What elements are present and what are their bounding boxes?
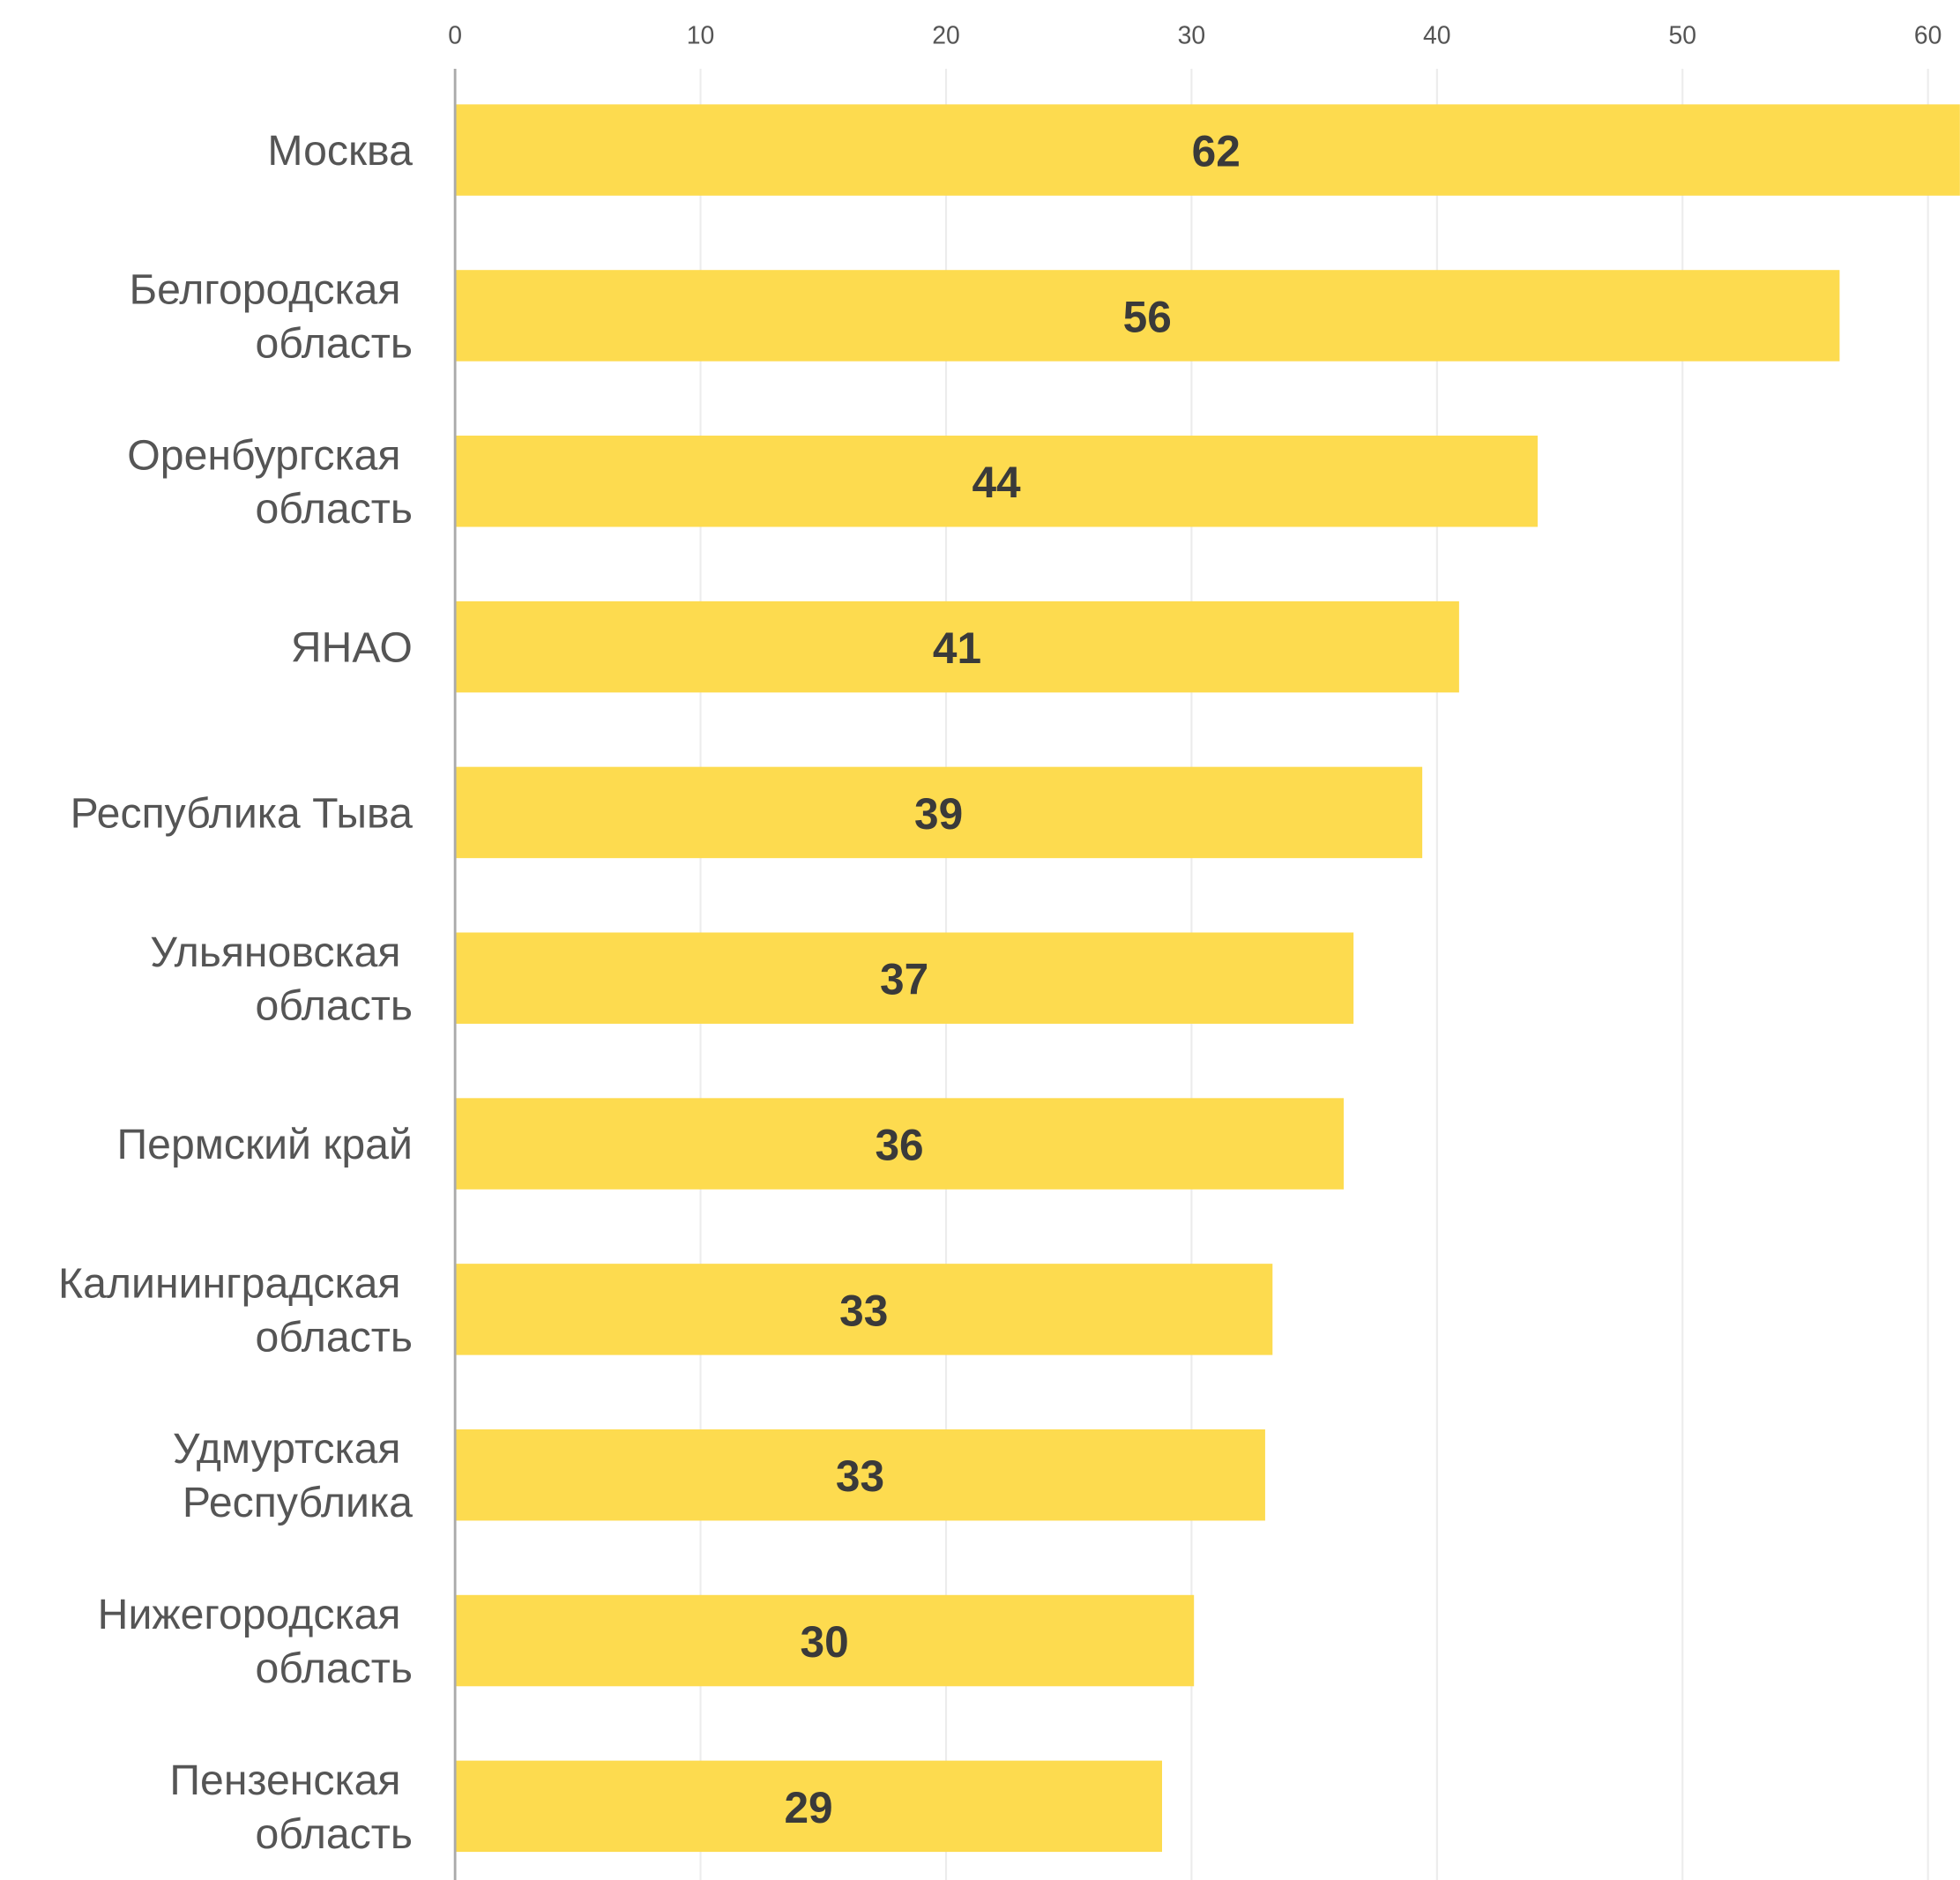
bar xyxy=(455,1098,1345,1190)
x-tick-label: 30 xyxy=(1178,22,1206,50)
label-line: Ульяновская xyxy=(150,929,413,976)
y-tick-label: Пензенская область xyxy=(169,1757,413,1858)
y-tick-label: Удмуртская Республика xyxy=(173,1425,413,1526)
y-tick-label: Пермский край xyxy=(117,1121,413,1168)
bar xyxy=(455,1594,1195,1687)
label-line: область xyxy=(256,319,413,367)
y-tick-label: Республика Тыва xyxy=(71,789,413,837)
bar xyxy=(455,1760,1162,1853)
x-tick-label: 60 xyxy=(1914,22,1942,50)
value-label: 30 xyxy=(801,1617,849,1667)
label-line: ЯНАО xyxy=(291,624,413,672)
value-label: 41 xyxy=(933,623,981,673)
label-line: Белгородская xyxy=(129,265,412,313)
value-label: 39 xyxy=(914,789,963,839)
value-label: 44 xyxy=(972,458,1021,507)
label-line: Республика Тыва xyxy=(71,789,413,837)
bar xyxy=(455,270,1840,362)
label-line: Нижегородская xyxy=(98,1591,413,1638)
bar xyxy=(455,104,1960,196)
label-line: Пензенская xyxy=(169,1757,413,1804)
value-label: 36 xyxy=(875,1120,923,1169)
y-tick-label: Москва xyxy=(267,127,413,175)
labels: 0 10 20 30 40 50 60 62 Москва 56 Белгородская обла… xyxy=(58,22,1941,1858)
value-label: 33 xyxy=(839,1286,888,1335)
bar xyxy=(455,766,1423,859)
y-tick-label: ЯНАО xyxy=(291,624,413,672)
bar xyxy=(455,601,1459,693)
label-line: область xyxy=(256,1645,413,1692)
x-tick-label: 20 xyxy=(932,22,960,50)
label-line: Республика xyxy=(183,1479,413,1526)
bar xyxy=(455,436,1538,527)
value-label: 62 xyxy=(1192,127,1241,176)
value-label: 37 xyxy=(880,955,928,1004)
y-tick-label: Ульяновская область xyxy=(150,929,413,1030)
label-line: область xyxy=(256,485,413,533)
y-tick-label: Нижегородская область xyxy=(98,1591,413,1692)
label-line: Москва xyxy=(267,127,413,175)
label-line: Калининградская xyxy=(58,1259,413,1307)
label-line: область xyxy=(256,982,413,1030)
y-tick-label: Белгородская область xyxy=(129,265,412,367)
x-tick-label: 0 xyxy=(448,22,462,50)
y-tick-label: Калининградская область xyxy=(58,1259,413,1361)
label-line: Пермский край xyxy=(117,1121,413,1168)
value-label: 56 xyxy=(1123,292,1172,341)
bar xyxy=(455,1264,1273,1355)
label-line: Удмуртская xyxy=(173,1425,413,1473)
x-tick-label: 10 xyxy=(687,22,715,50)
label-line: Оренбургская xyxy=(127,431,413,479)
bar xyxy=(455,932,1354,1024)
value-label: 33 xyxy=(836,1451,884,1501)
bars xyxy=(455,104,1960,1853)
x-tick-label: 40 xyxy=(1423,22,1451,50)
x-tick-label: 50 xyxy=(1668,22,1696,50)
value-label: 29 xyxy=(784,1783,832,1832)
label-line: область xyxy=(256,1313,413,1361)
label-line: область xyxy=(256,1810,413,1858)
bar xyxy=(455,1429,1265,1521)
y-tick-label: Оренбургская область xyxy=(127,431,413,533)
